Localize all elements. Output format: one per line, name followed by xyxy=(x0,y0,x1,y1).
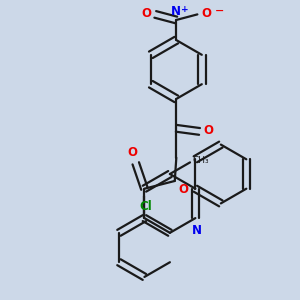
Text: O: O xyxy=(141,7,151,20)
Text: O: O xyxy=(204,124,214,137)
Text: −: − xyxy=(215,5,225,15)
Text: CH₃: CH₃ xyxy=(193,156,209,165)
Text: +: + xyxy=(181,5,189,14)
Text: N: N xyxy=(192,224,202,237)
Text: N: N xyxy=(171,5,181,18)
Text: Cl: Cl xyxy=(139,200,152,213)
Text: O: O xyxy=(128,146,138,159)
Text: O: O xyxy=(201,7,212,20)
Text: O: O xyxy=(178,183,188,196)
